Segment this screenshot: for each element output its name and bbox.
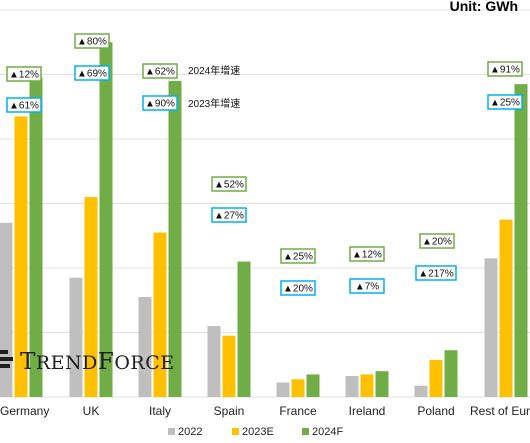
growth-badge [280,280,316,296]
legend-label-2024F: 2024F [312,426,343,438]
logo-mark [0,364,10,368]
growth-badge-text: ▲25% [490,98,520,109]
bar-2023E-france [291,379,305,397]
bars [0,42,528,398]
bar-2023E-uk [84,197,98,397]
bar-2024F-uk [99,42,113,397]
growth-badge-text: ▲20% [422,237,452,248]
growth-badge-text: ▲12% [352,250,382,261]
category-label: Spain [214,404,245,418]
growth-badge [6,66,42,82]
growth-badge [415,265,457,281]
logo-mark [0,350,8,354]
growth-badge-text: ▲69% [77,69,107,80]
growth-badge-text: ▲217% [418,269,454,280]
category-label: Ireland [349,404,386,418]
bar-2024F-rest-of-europe [514,84,528,398]
bar-2024F-ireland [375,371,389,397]
logo-mark [0,357,13,361]
growth-badge-text: ▲12% [9,70,39,81]
growth-badges: ▲12% ▲80% ▲62% ▲52% ▲25% ▲12% ▲20% ▲91% ▲61% ▲69%… [6,33,523,296]
legend-swatch-2023E [232,428,239,435]
bar-2023E-spain [222,335,236,397]
legend: 2022 2023E 2024F [168,426,343,438]
category-label: Italy [149,404,171,418]
growth-badge [349,246,385,262]
trendforce-logo: TRENDFORCE [0,349,175,375]
bar-2022-germany [0,222,13,397]
bar-2023E-rest-of-europe [499,219,513,397]
growth-badge [142,95,178,111]
category-labels: Germany UK Italy Spain France Ireland Poland Re… [0,404,530,418]
bar-2024F-france [306,374,320,397]
bar-2022-uk [69,277,83,397]
legend-label-2023E: 2023E [242,426,274,438]
growth-badge-text: ▲20% [283,284,313,295]
growth-badge-text: ▲80% [77,37,107,48]
category-label: Rest of Europe [470,404,530,418]
bar-2024F-italy [168,80,182,397]
legend-label-2022: 2022 [178,426,202,438]
growth-badge [487,94,523,110]
growth-badge-text: ▲61% [9,101,39,112]
category-label: UK [83,404,100,418]
bar-2024F-germany [29,77,43,397]
growth-badge [487,61,523,77]
bar-2022-ireland [345,376,359,397]
growth-badge-text: ▲90% [145,99,175,110]
bar-2022-france [276,382,290,397]
bar-2022-spain [207,326,221,397]
bar-2022-italy [138,297,152,397]
category-label: Poland [417,404,454,418]
bar-2023E-germany [14,116,28,398]
growth-badge [74,65,110,81]
category-label: Germany [0,404,49,418]
logo-text: TRENDFORCE [20,349,175,375]
bar-2023E-poland [429,359,443,397]
annotation-2023-growth: 2023年增速 [188,97,240,110]
growth-badge [211,207,247,223]
bar-2023E-ireland [360,374,374,397]
growth-badge [419,233,455,249]
growth-badge [74,33,110,49]
growth-badge [349,278,385,294]
unit-label: Unit: GWh [450,0,518,14]
growth-badge [142,63,178,79]
growth-badge [280,248,316,264]
growth-badge-text: ▲7% [355,282,379,293]
growth-badge [211,176,247,192]
growth-badge [6,97,42,113]
bar-2024F-poland [444,350,458,397]
growth-badge-text: ▲91% [490,65,520,76]
annotation-2024-growth: 2024年增速 [188,64,240,77]
bar-2022-rest-of-europe [484,258,498,397]
bar-2023E-italy [153,232,167,397]
growth-badge-text: ▲25% [283,252,313,263]
legend-swatch-2022 [168,428,175,435]
growth-badge-text: ▲27% [214,211,244,222]
legend-swatch-2024F [302,428,309,435]
growth-badge-text: ▲52% [214,180,244,191]
bar-2022-poland [414,385,428,397]
category-label: France [279,404,317,418]
growth-badge-text: ▲62% [145,67,175,78]
bar-2024F-spain [237,261,251,397]
